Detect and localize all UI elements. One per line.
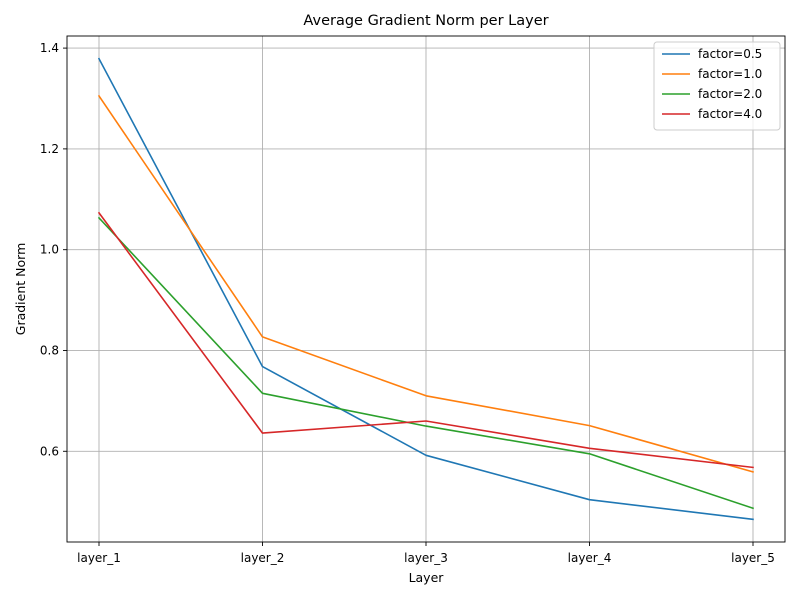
y-tick-label: 1.4 — [40, 41, 59, 55]
y-tick-label: 1.0 — [40, 243, 59, 257]
legend-label: factor=2.0 — [698, 87, 762, 101]
legend-box — [653, 41, 781, 131]
legend-label: factor=0.5 — [698, 47, 762, 61]
x-tick-label: layer_1 — [77, 551, 121, 565]
x-axis-ticks: layer_1 layer_2 layer_3 layer_4 layer_5 — [77, 542, 775, 565]
y-tick-label: 0.8 — [40, 343, 59, 357]
chart-title: Average Gradient Norm per Layer — [303, 13, 548, 29]
legend-label: factor=4.0 — [698, 107, 762, 121]
x-tick-label: layer_2 — [241, 551, 285, 565]
x-axis-label: Layer — [409, 570, 445, 585]
legend-items: factor=0.5 factor=1.0 factor=2.0 factor=4.0 — [662, 47, 762, 121]
series-line-2 — [97, 216, 755, 510]
series-line-1 — [97, 94, 754, 473]
x-tick-label: layer_5 — [731, 551, 775, 565]
legend: factor=0.5 factor=1.0 factor=2.0 factor=4.0 — [653, 41, 781, 131]
x-tick-label: layer_4 — [568, 551, 612, 565]
series-line-0 — [97, 57, 754, 521]
series-lines — [97, 57, 755, 521]
y-tick-label: 1.2 — [40, 142, 59, 156]
series-line-3 — [97, 211, 754, 469]
y-axis-ticks: 0.6 0.8 1.0 1.2 1.4 — [40, 41, 67, 458]
x-tick-label: layer_3 — [404, 551, 448, 565]
y-axis-label: Gradient Norm — [13, 243, 28, 335]
y-tick-label: 0.6 — [40, 444, 59, 458]
legend-label: factor=1.0 — [698, 67, 762, 81]
